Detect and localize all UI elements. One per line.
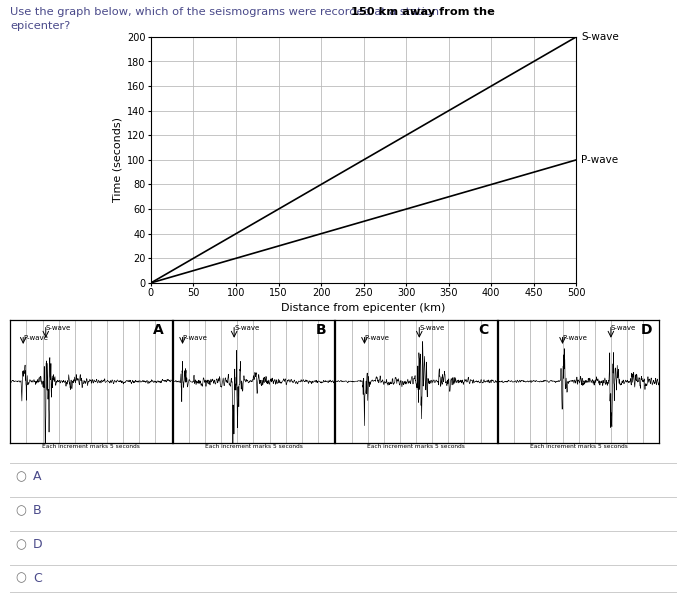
Text: B: B (316, 323, 327, 338)
Text: D: D (33, 538, 43, 551)
Text: ○: ○ (15, 538, 26, 551)
Text: P-wave: P-wave (182, 335, 207, 341)
Text: Each increment marks 5 seconds: Each increment marks 5 seconds (42, 444, 140, 449)
Text: ○: ○ (15, 470, 26, 483)
Text: S-wave: S-wave (46, 325, 71, 331)
Text: A: A (33, 470, 41, 483)
Text: Use the graph below, which of the seismograms were recorded at a station: Use the graph below, which of the seismo… (10, 7, 443, 17)
Text: Each increment marks 5 seconds: Each increment marks 5 seconds (530, 444, 628, 449)
Text: Each increment marks 5 seconds: Each increment marks 5 seconds (367, 444, 465, 449)
Text: P-wave: P-wave (23, 335, 48, 341)
Text: A: A (153, 323, 164, 338)
Text: C: C (33, 571, 42, 585)
Text: S-wave: S-wave (234, 325, 259, 331)
Text: S-wave: S-wave (581, 32, 619, 42)
X-axis label: Distance from epicenter (km): Distance from epicenter (km) (281, 303, 446, 312)
Text: ○: ○ (15, 504, 26, 517)
Y-axis label: Time (seconds): Time (seconds) (113, 117, 123, 202)
Text: ○: ○ (15, 571, 26, 585)
Text: epicenter?: epicenter? (10, 21, 71, 31)
Text: S-wave: S-wave (611, 325, 636, 331)
Text: P-wave: P-wave (364, 335, 390, 341)
Text: Each increment marks 5 seconds: Each increment marks 5 seconds (204, 444, 303, 449)
Text: 150 km away from the: 150 km away from the (351, 7, 495, 17)
Text: P-wave: P-wave (563, 335, 587, 341)
Text: B: B (33, 504, 42, 517)
Text: S-wave: S-wave (419, 325, 445, 331)
Text: P-wave: P-wave (581, 155, 619, 165)
Text: C: C (479, 323, 489, 338)
Text: D: D (641, 323, 652, 338)
